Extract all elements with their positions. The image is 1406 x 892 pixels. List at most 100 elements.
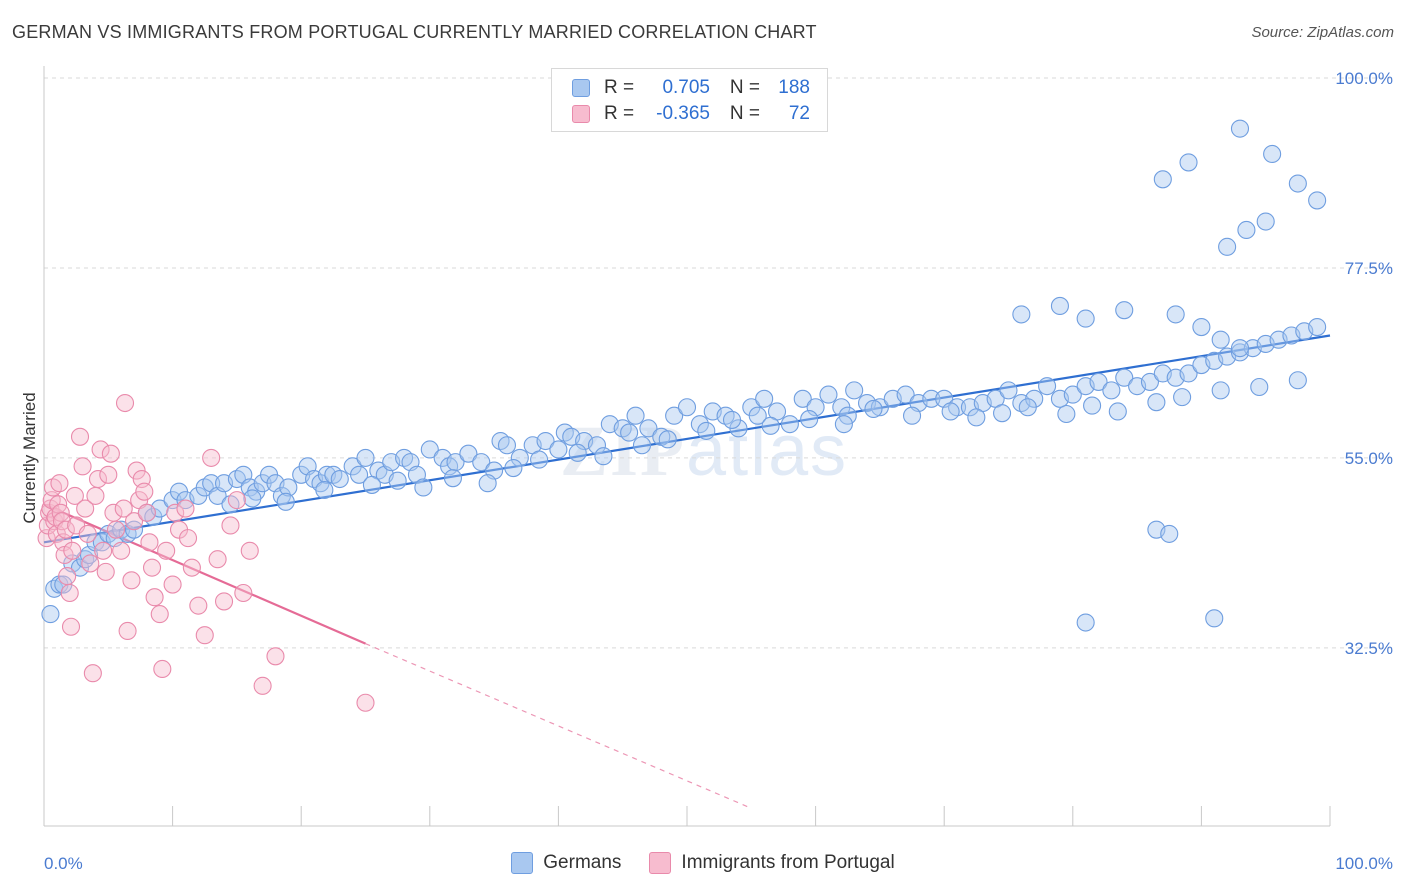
point-portugal [356, 693, 375, 712]
legend-label-germans: Germans [543, 852, 622, 873]
point-portugal [178, 529, 198, 548]
trend-line-germans [43, 334, 1331, 544]
x-tick-label: 0.0% [44, 854, 83, 873]
point-portugal [50, 474, 69, 493]
point-germans [1153, 170, 1172, 189]
point-germans [1288, 174, 1307, 193]
point-portugal [253, 676, 272, 695]
legend-n-label: N = [729, 103, 760, 124]
point-germans [748, 406, 767, 425]
legend-n-label: N = [729, 77, 760, 98]
point-germans [1205, 609, 1224, 628]
point-germans [388, 471, 407, 490]
point-germans [1147, 393, 1166, 412]
point-germans [1173, 388, 1192, 407]
point-germans [276, 492, 295, 511]
point-portugal [78, 524, 97, 543]
trend-line-extension [365, 643, 752, 809]
point-germans [967, 408, 986, 427]
watermark: ZIPatlas [560, 410, 848, 493]
point-portugal [266, 647, 285, 666]
legend-n-value: 188 [778, 77, 810, 98]
watermark-zip: ZIP [560, 411, 687, 491]
point-portugal [118, 621, 137, 641]
point-portugal [83, 664, 102, 683]
series-legend: Germans Immigrants from Portugal [0, 852, 1406, 874]
point-germans [420, 440, 439, 459]
legend-r-value: 0.705 [662, 77, 710, 98]
point-germans [722, 410, 742, 429]
point-portugal [65, 486, 84, 505]
point-germans [478, 474, 497, 493]
point-portugal [91, 440, 110, 459]
point-portugal [61, 617, 81, 636]
point-germans [1160, 524, 1179, 543]
point-portugal [189, 596, 208, 615]
point-germans [632, 436, 652, 455]
point-germans [1012, 305, 1031, 324]
point-portugal [150, 605, 169, 624]
point-portugal [208, 550, 227, 569]
point-germans [587, 436, 607, 455]
point-germans [459, 444, 478, 463]
point-germans [1102, 381, 1121, 400]
point-portugal [81, 554, 100, 573]
y-tick-label: 55.0% [1345, 449, 1393, 468]
legend-swatch-germans [572, 79, 590, 97]
legend-row-portugal: R = -0.365 N = 72 [572, 101, 810, 127]
point-portugal [88, 469, 108, 489]
point-portugal [176, 499, 195, 518]
point-germans [1308, 191, 1327, 210]
point-portugal [227, 491, 246, 510]
point-germans [510, 448, 529, 467]
point-germans [780, 415, 799, 434]
point-germans [1237, 220, 1256, 240]
point-germans [1211, 381, 1230, 400]
point-germans [1256, 212, 1275, 231]
point-germans [1057, 404, 1076, 424]
point-portugal [122, 571, 141, 590]
point-portugal [240, 541, 259, 560]
point-germans [243, 489, 262, 508]
point-germans [1038, 377, 1057, 396]
chart-title: GERMAN VS IMMIGRANTS FROM PORTUGAL CURRE… [12, 22, 817, 42]
tick-labels: 32.5% 55.0% 77.5% 100.0% 0.0% 100.0% [44, 69, 1393, 873]
point-germans [443, 469, 462, 488]
point-germans [620, 423, 639, 442]
point-portugal [166, 503, 185, 522]
point-portugal [58, 567, 77, 586]
y-tick-label: 100.0% [1335, 69, 1393, 88]
point-germans [594, 447, 613, 466]
point-portugal [114, 499, 133, 518]
point-portugal [86, 486, 105, 505]
point-portugal [137, 503, 156, 522]
point-germans [1115, 368, 1134, 387]
trend-lines [43, 334, 1331, 809]
point-germans [1218, 237, 1237, 256]
point-portugal [70, 427, 90, 446]
legend-row-germans: R = 0.705 N = 188 [572, 75, 810, 101]
point-germans [800, 410, 819, 429]
point-portugal [142, 558, 162, 577]
point-germans [941, 402, 960, 421]
x-tick-label: 100.0% [1335, 854, 1393, 873]
point-portugal [52, 512, 72, 531]
point-portugal [157, 541, 176, 560]
data-points [37, 119, 1327, 712]
point-germans [356, 448, 375, 467]
point-germans [414, 478, 433, 497]
point-germans [1166, 305, 1185, 324]
legend-item-germans[interactable]: Germans [511, 852, 621, 874]
point-germans [1115, 301, 1134, 320]
point-germans [896, 385, 915, 404]
point-portugal [145, 588, 164, 607]
point-portugal [214, 592, 234, 611]
point-germans [472, 453, 491, 472]
point-germans [536, 431, 555, 451]
point-germans [1050, 296, 1069, 315]
point-germans [1288, 371, 1307, 390]
point-germans [819, 385, 838, 404]
point-germans [1230, 339, 1250, 358]
chart-source: Source: ZipAtlas.com [1251, 24, 1394, 41]
legend-item-portugal[interactable]: Immigrants from Portugal [649, 852, 895, 874]
